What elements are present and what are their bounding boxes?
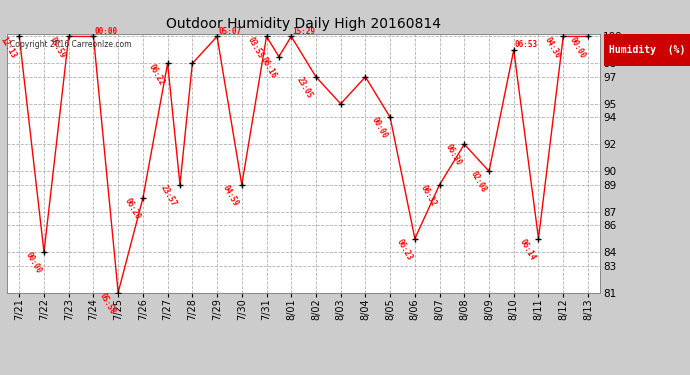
Text: Outdoor Humidity Daily High 20160814: Outdoor Humidity Daily High 20160814 <box>166 17 441 31</box>
Text: 00:00: 00:00 <box>95 27 118 36</box>
Text: 04:59: 04:59 <box>221 183 241 208</box>
Text: 00:00: 00:00 <box>370 116 389 141</box>
Text: Humidity  (%): Humidity (%) <box>609 45 685 55</box>
Text: 05:07: 05:07 <box>218 27 241 36</box>
Text: 03:55: 03:55 <box>246 35 265 60</box>
Text: 05:58: 05:58 <box>97 291 117 316</box>
Text: 05:59: 05:59 <box>48 35 68 60</box>
Text: 00:00: 00:00 <box>567 35 586 60</box>
Text: 06:30: 06:30 <box>444 143 463 167</box>
Text: 15:29: 15:29 <box>293 27 315 36</box>
Text: 23:05: 23:05 <box>295 75 315 100</box>
Text: 06:23: 06:23 <box>394 237 413 262</box>
Text: 02:08: 02:08 <box>469 170 488 194</box>
Text: 04:30: 04:30 <box>542 35 562 60</box>
Text: 06:22: 06:22 <box>147 62 166 87</box>
Text: Copyright 2016 CarreonIze.com: Copyright 2016 CarreonIze.com <box>10 40 131 49</box>
Text: 06:14: 06:14 <box>518 237 538 262</box>
Text: 23:57: 23:57 <box>159 183 179 208</box>
Text: 06:20: 06:20 <box>122 197 141 221</box>
Text: 06:16: 06:16 <box>258 56 277 80</box>
Text: 00:00: 00:00 <box>23 251 43 275</box>
Text: 06:53: 06:53 <box>515 40 538 49</box>
Text: 12:13: 12:13 <box>0 35 18 60</box>
Text: 06:32: 06:32 <box>419 183 438 208</box>
